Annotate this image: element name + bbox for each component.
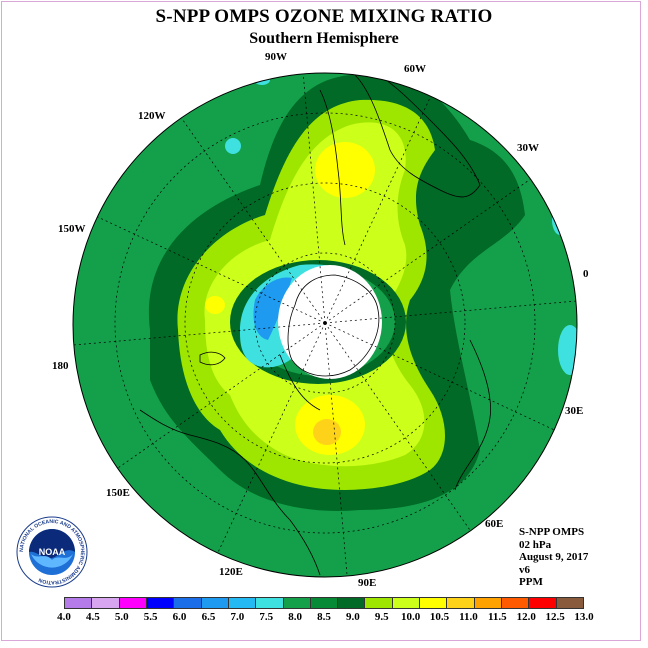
colorbar-swatch-15	[447, 598, 475, 608]
meridian-line-10	[73, 322, 326, 347]
colorbar-ticks: 4.0 4.5 5.0 5.5 6.0 6.5 7.0 7.5 8.0 8.5 9.0 9.5 10.0…	[57, 611, 594, 625]
colorbar-swatch-13	[392, 598, 421, 608]
colorbar-tick-label: 5.5	[143, 611, 158, 623]
blue-region-pole	[253, 277, 292, 340]
colorbar-tick-label: 10.0	[401, 611, 421, 623]
noaa-logo-text: NOAA	[39, 547, 66, 557]
colorbar-swatch-19	[556, 598, 583, 608]
lon-label-30w: 30W	[517, 142, 539, 154]
colorbar-tick-label: 4.5	[86, 611, 100, 623]
colorbar-tick-label: 12.5	[545, 611, 565, 623]
colorbar-tick-label: 13.0	[574, 611, 594, 623]
colorbar-tick-label: 7.5	[259, 611, 274, 623]
orange-region	[313, 419, 341, 445]
colorbar-tick-label: 12.0	[516, 611, 536, 623]
colorbar-swatch-17	[502, 598, 530, 608]
colorbar-tick-label: 11.0	[459, 611, 478, 623]
yellow-region-west	[205, 296, 225, 314]
latitude-circle-1	[254, 252, 396, 394]
colorbar-swatch-10	[310, 598, 339, 608]
colorbar-swatch-1	[65, 598, 93, 608]
colorbar-swatch-18	[529, 598, 557, 608]
info-pressure-level: 02 hPa	[519, 538, 552, 551]
colorbar-tick-label: 8.5	[317, 611, 331, 623]
cyan-patch-120w	[225, 138, 241, 154]
coastlines	[139, 73, 492, 576]
colorbar-swatch-8	[256, 598, 284, 608]
lon-label-150w: 150W	[58, 223, 86, 235]
lon-label-180: 180	[52, 360, 69, 372]
colorbar-swatch-16	[474, 598, 502, 608]
map-boundary	[72, 72, 578, 578]
south-pole-marker	[323, 321, 327, 325]
meridian-line-3	[324, 173, 539, 324]
cyan-patch-0	[558, 325, 577, 375]
lon-label-150e: 150E	[106, 487, 130, 499]
colorbar-swatch-12	[365, 598, 393, 608]
meridian-line-12	[175, 109, 326, 324]
noaa-logo: NATIONAL OCEANIC AND ATMOSPHERIC ADMINIS…	[16, 516, 88, 588]
meridian-line-8	[214, 322, 326, 559]
meridian-line-6	[324, 322, 475, 537]
meridian-line-7	[324, 322, 349, 577]
meridian-line-11	[89, 212, 326, 324]
info-version: v6	[519, 563, 530, 576]
lon-label-60w: 60W	[404, 63, 426, 75]
meridian-line-9	[111, 322, 326, 473]
yellow-region-north	[315, 142, 375, 198]
latitude-circle-3	[114, 112, 536, 534]
meridian-line-5	[324, 322, 561, 434]
colorbar-swatch-5	[174, 598, 202, 608]
colorbar-tick-label: 4.0	[57, 611, 71, 623]
colorbar-tick-label: 10.5	[429, 611, 450, 623]
ozone-field	[73, 73, 577, 577]
info-block: S-NPP OMPS 02 hPa August 9, 2017 v6 PPM	[519, 526, 588, 589]
meridian-line-4	[324, 299, 577, 324]
info-units: PPM	[519, 576, 543, 588]
lon-label-60e: 60E	[485, 518, 504, 530]
info-date: August 9, 2017	[519, 551, 589, 563]
meridian-line-1	[301, 73, 326, 324]
colorbar-tick-label: 6.0	[172, 611, 187, 623]
colorbar-swatch-6	[201, 598, 229, 608]
colorbar-swatch-7	[228, 598, 257, 608]
colorbar	[64, 597, 584, 609]
lon-label-0: 0	[583, 268, 589, 280]
colorbar-swatch-4	[146, 598, 175, 608]
colorbar-tick-label: 9.5	[374, 611, 389, 623]
map-title: S-NPP OMPS OZONE MIXING RATIO	[155, 6, 493, 27]
colorbar-tick-label: 11.5	[488, 611, 507, 623]
graticule	[73, 73, 577, 577]
colorbar-tick-label: 7.0	[230, 611, 245, 623]
colorbar-tick-label: 9.0	[346, 611, 360, 623]
lon-label-90e: 90E	[358, 577, 377, 589]
info-instrument: S-NPP OMPS	[519, 526, 585, 538]
colorbar-swatch-3	[119, 598, 147, 608]
colorbar-swatch-11	[338, 598, 366, 608]
lon-label-120w: 120W	[138, 110, 166, 122]
lon-label-30e: 30E	[565, 405, 584, 417]
meridian-line-2	[324, 87, 436, 324]
colorbar-swatch-9	[283, 598, 311, 608]
colorbar-tick-label: 6.5	[201, 611, 216, 623]
colorbar-swatch-2	[92, 598, 120, 608]
lon-label-90w: 90W	[265, 51, 287, 63]
colorbar-swatch-14	[420, 598, 448, 608]
figure-frame	[1, 1, 641, 641]
colorbar-tick-label: 5.0	[114, 611, 129, 623]
colorbar-tick-label: 8.0	[288, 611, 302, 623]
latitude-circle-2	[184, 182, 466, 464]
lon-label-120e: 120E	[219, 566, 243, 578]
map-subtitle: Southern Hemisphere	[249, 30, 399, 47]
